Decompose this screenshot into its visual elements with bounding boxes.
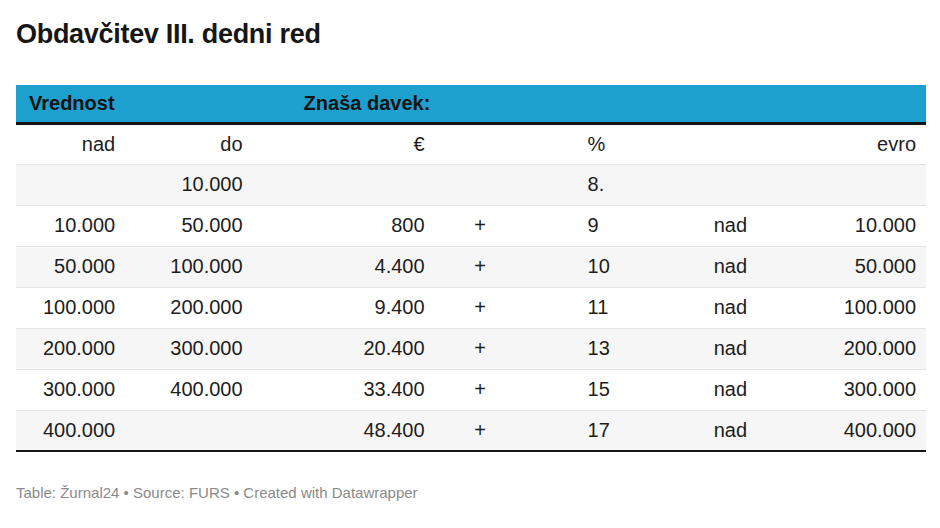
table-cell: 15 <box>526 369 663 410</box>
col-header-evro: evro <box>799 123 926 164</box>
col-header-nad: nad <box>16 123 125 164</box>
table-cell: 100.000 <box>16 287 125 328</box>
table-cell: 10 <box>526 246 663 287</box>
table-cell: 400.000 <box>16 410 125 451</box>
col-header-do: do <box>125 123 252 164</box>
table-cell: nad <box>662 328 799 369</box>
table-cell: 4.400 <box>253 246 435 287</box>
table-cell: + <box>435 246 526 287</box>
table-cell: 33.400 <box>253 369 435 410</box>
table-cell: nad <box>662 246 799 287</box>
table-cell: 200.000 <box>16 328 125 369</box>
page-title: Obdavčitev III. dedni red <box>16 18 926 50</box>
table-cell: 100.000 <box>125 246 252 287</box>
table-cell: 10.000 <box>125 164 252 205</box>
table-cell: 13 <box>526 328 663 369</box>
tax-table: Vrednost Znaša davek: nad do € % evro 10… <box>16 85 926 452</box>
table-cell <box>253 164 435 205</box>
table-cell: 300.000 <box>16 369 125 410</box>
col-header-eur: € <box>253 123 435 164</box>
table-cell: nad <box>662 205 799 246</box>
table-cell: + <box>435 328 526 369</box>
table-row: 10.000 8. <box>16 164 926 205</box>
table-row: 300.000400.00033.400+15nad300.000 <box>16 369 926 410</box>
table-header-row: Vrednost Znaša davek: <box>16 85 926 123</box>
table-cell: 50.000 <box>799 246 926 287</box>
table-footer: Table: Žurnal24 • Source: FURS • Created… <box>16 483 926 503</box>
table-body: 10.0008.10.00050.000800+9nad10.00050.000… <box>16 164 926 451</box>
col-header-pct: % <box>526 123 663 164</box>
footer-source-name: FURS <box>189 484 230 501</box>
table-cell <box>435 164 526 205</box>
table-cell: + <box>435 287 526 328</box>
table-row: 50.000100.0004.400+10nad50.000 <box>16 246 926 287</box>
table-cell: 50.000 <box>16 246 125 287</box>
table-cell: 17 <box>526 410 663 451</box>
table-cell: 300.000 <box>799 369 926 410</box>
table-cell <box>662 164 799 205</box>
table-cell <box>16 164 125 205</box>
table-cell: nad <box>662 369 799 410</box>
table-cell: 11 <box>526 287 663 328</box>
footer-source-label: Source: <box>133 484 185 501</box>
table-cell: 9.400 <box>253 287 435 328</box>
table-cell: 200.000 <box>799 328 926 369</box>
table-cell: nad <box>662 287 799 328</box>
col-header-nad2 <box>662 123 799 164</box>
table-cell <box>799 164 926 205</box>
table-cell: 400.000 <box>125 369 252 410</box>
table-row: 10.00050.000800+9nad10.000 <box>16 205 926 246</box>
datawrapper-embed: Obdavčitev III. dedni red Vrednost Znaša… <box>0 0 940 503</box>
footer-credit-prefix: Created with <box>243 484 327 501</box>
table-cell: 9 <box>526 205 663 246</box>
table-cell: 20.400 <box>253 328 435 369</box>
table-cell: 400.000 <box>799 410 926 451</box>
footer-separator: • <box>234 484 239 501</box>
table-cell: 10.000 <box>16 205 125 246</box>
table-cell: + <box>435 410 526 451</box>
footer-datawrapper-link[interactable]: Datawrapper <box>332 484 418 501</box>
table-cell: 300.000 <box>125 328 252 369</box>
table-row: 100.000200.0009.400+11nad100.000 <box>16 287 926 328</box>
footer-separator: • <box>124 484 129 501</box>
table-cell: nad <box>662 410 799 451</box>
table-row: 200.000300.00020.400+13nad200.000 <box>16 328 926 369</box>
header-group-znasa-davek: Znaša davek: <box>253 85 926 123</box>
table-subheader-row: nad do € % evro <box>16 123 926 164</box>
footer-table-label: Table: <box>16 484 56 501</box>
table-cell: 50.000 <box>125 205 252 246</box>
table-row: 400.00048.400+17nad400.000 <box>16 410 926 451</box>
header-group-vrednost: Vrednost <box>16 85 253 123</box>
table-cell: 8. <box>526 164 663 205</box>
table-cell <box>125 410 252 451</box>
table-cell: + <box>435 205 526 246</box>
table-cell: 10.000 <box>799 205 926 246</box>
table-cell: + <box>435 369 526 410</box>
table-cell: 100.000 <box>799 287 926 328</box>
table-cell: 800 <box>253 205 435 246</box>
footer-table-name: Žurnal24 <box>60 484 119 501</box>
table-cell: 48.400 <box>253 410 435 451</box>
col-header-plus <box>435 123 526 164</box>
table-cell: 200.000 <box>125 287 252 328</box>
